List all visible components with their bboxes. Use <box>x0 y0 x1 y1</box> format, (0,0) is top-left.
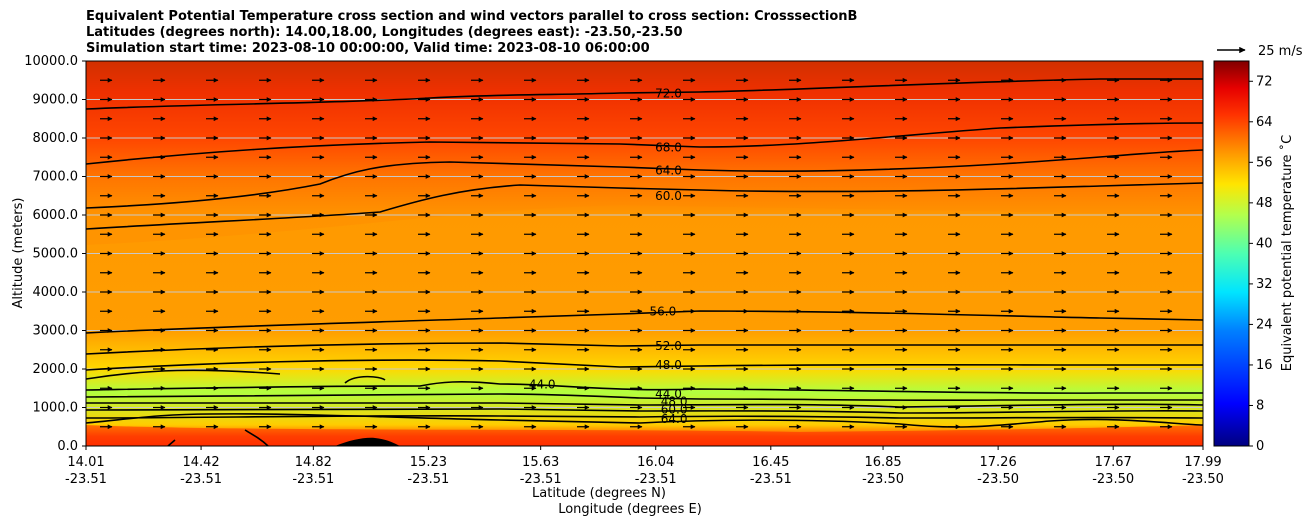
contour-label: 64.0 <box>661 412 688 426</box>
x-tick-label-lat: 14.82 <box>295 455 332 470</box>
title-line-1: Equivalent Potential Temperature cross s… <box>86 9 858 24</box>
x-tick-label-lat: 14.42 <box>182 455 219 470</box>
contour-label: 72.0 <box>655 87 682 101</box>
x-axis-label-lat: Latitude (degrees N) <box>532 486 666 501</box>
x-tick-label-lat: 15.63 <box>522 455 559 470</box>
contour-label: 60.0 <box>661 402 688 416</box>
x-tick-label-lon: -23.51 <box>520 472 562 487</box>
wind-key-label: 25 m/s <box>1258 44 1303 59</box>
x-tick-label-lat: 15.23 <box>410 455 447 470</box>
contour-label: 52.0 <box>655 339 682 353</box>
colorbar-tick-label: 0 <box>1256 439 1264 454</box>
x-tick-label-lon: -23.51 <box>635 472 677 487</box>
x-tick-label-lon: -23.50 <box>862 472 904 487</box>
y-tick-label: 2000.0 <box>33 362 79 377</box>
colorbar: 0 8 16 24 32 40 48 56 64 72 Equivalent potential … <box>1213 60 1295 454</box>
x-tick-label-lon: -23.51 <box>180 472 222 487</box>
plot-area: 72.068.064.060.056.052.048.044.044.048.0… <box>85 60 1204 447</box>
colorbar-tick-label: 8 <box>1256 398 1264 413</box>
contour-label: 68.0 <box>655 141 682 155</box>
colorbar-tick-label: 48 <box>1256 196 1273 211</box>
contour-label: 64.0 <box>655 164 682 178</box>
colorbar-tick-label: 72 <box>1256 74 1273 89</box>
x-tick-label-lon: -23.51 <box>292 472 334 487</box>
x-tick-label-lon: -23.50 <box>977 472 1019 487</box>
y-tick-label: 10000.0 <box>24 54 78 69</box>
x-axis-label-lon: Longitude (degrees E) <box>558 502 702 517</box>
title-line-2: Latitudes (degrees north): 14.00,18.00, … <box>86 25 683 40</box>
x-tick-label-lat: 16.04 <box>637 455 674 470</box>
contour-label: 48.0 <box>661 395 688 409</box>
wind-vectors <box>100 77 1173 430</box>
contour-label: 56.0 <box>650 304 677 318</box>
x-tick-label-lon: -23.50 <box>1182 472 1224 487</box>
x-tick-label-lon: -23.50 <box>1092 472 1134 487</box>
x-tick-label-lon: -23.51 <box>65 472 107 487</box>
contour-label: 60.0 <box>655 189 682 203</box>
wind-key: 25 m/s <box>1217 44 1303 59</box>
y-axis: 0.0 1000.0 2000.0 3000.0 4000.0 5000.0 6000.0 7… <box>24 54 86 454</box>
colorbar-tick-label: 32 <box>1256 277 1273 292</box>
y-axis-label: Altitude (meters) <box>11 198 26 309</box>
grid-lines <box>86 99 1203 408</box>
y-tick-label: 1000.0 <box>33 401 79 416</box>
y-tick-label: 7000.0 <box>33 170 79 185</box>
x-tick-label-lat: 14.01 <box>67 455 104 470</box>
y-tick-label: 0.0 <box>57 439 78 454</box>
colorbar-tick-label: 24 <box>1256 317 1273 332</box>
x-tick-label-lat: 17.67 <box>1095 455 1132 470</box>
y-tick-label: 9000.0 <box>33 93 79 108</box>
terrain <box>335 437 400 446</box>
colorbar-tick-label: 16 <box>1256 358 1273 373</box>
x-tick-label-lat: 16.45 <box>752 455 789 470</box>
title-line-3: Simulation start time: 2023-08-10 00:00:… <box>86 41 650 56</box>
colorbar-gradient <box>1213 60 1250 447</box>
x-tick-label-lon: -23.51 <box>750 472 792 487</box>
y-tick-label: 4000.0 <box>33 285 79 300</box>
contour-lines <box>86 78 1203 446</box>
x-tick-label-lon: -23.51 <box>407 472 449 487</box>
y-tick-label: 5000.0 <box>33 247 79 262</box>
contour-label: 44.0 <box>529 377 556 391</box>
x-axis: 14.01 -23.51 14.42 -23.51 14.82 -23.51 15.23 -2… <box>65 446 1224 487</box>
x-tick-label-lat: 17.99 <box>1184 455 1221 470</box>
colorbar-ticks: 0 8 16 24 32 40 48 56 64 72 <box>1249 74 1273 454</box>
colorbar-label: Equivalent potential temperature ˚C <box>1279 135 1295 371</box>
upper-warm-band <box>86 61 1203 245</box>
x-tick-label-lat: 16.85 <box>864 455 901 470</box>
contour-labels: 72.068.064.060.056.052.048.044.044.048.0… <box>529 87 688 426</box>
x-tick-label-lat: 17.26 <box>980 455 1017 470</box>
y-tick-label: 3000.0 <box>33 324 79 339</box>
y-tick-label: 8000.0 <box>33 131 79 146</box>
colorbar-tick-label: 64 <box>1256 115 1273 130</box>
contour-label: 48.0 <box>655 358 682 372</box>
contour-label: 44.0 <box>655 387 682 401</box>
y-tick-label: 6000.0 <box>33 208 79 223</box>
colorbar-tick-label: 40 <box>1256 236 1273 251</box>
colorbar-tick-label: 56 <box>1256 155 1273 170</box>
